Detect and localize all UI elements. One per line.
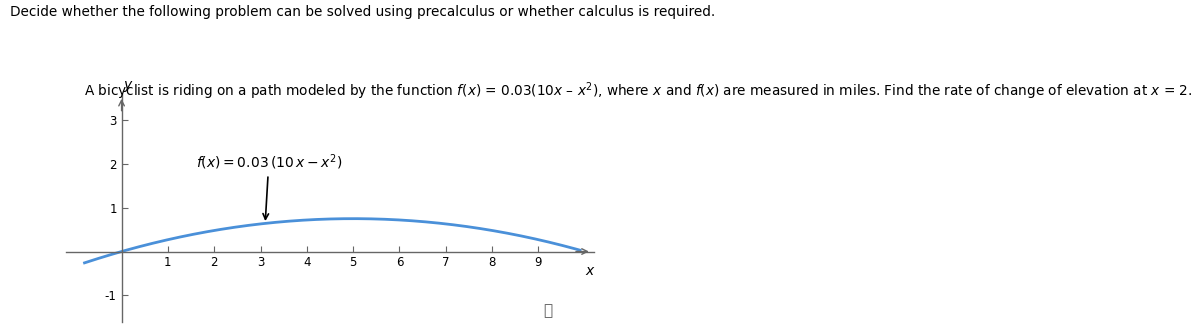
Text: x: x xyxy=(586,264,594,278)
Text: A bicyclist is riding on a path modeled by the function $f(x)$ = 0.03(10$x$ – $x: A bicyclist is riding on a path modeled … xyxy=(84,80,1193,102)
Text: $f(x) = 0.03\,(10\,x - x^2)$: $f(x) = 0.03\,(10\,x - x^2)$ xyxy=(196,152,342,219)
Text: Decide whether the following problem can be solved using precalculus or whether : Decide whether the following problem can… xyxy=(10,5,715,19)
Text: ⓘ: ⓘ xyxy=(544,303,552,318)
Text: y: y xyxy=(124,78,131,91)
